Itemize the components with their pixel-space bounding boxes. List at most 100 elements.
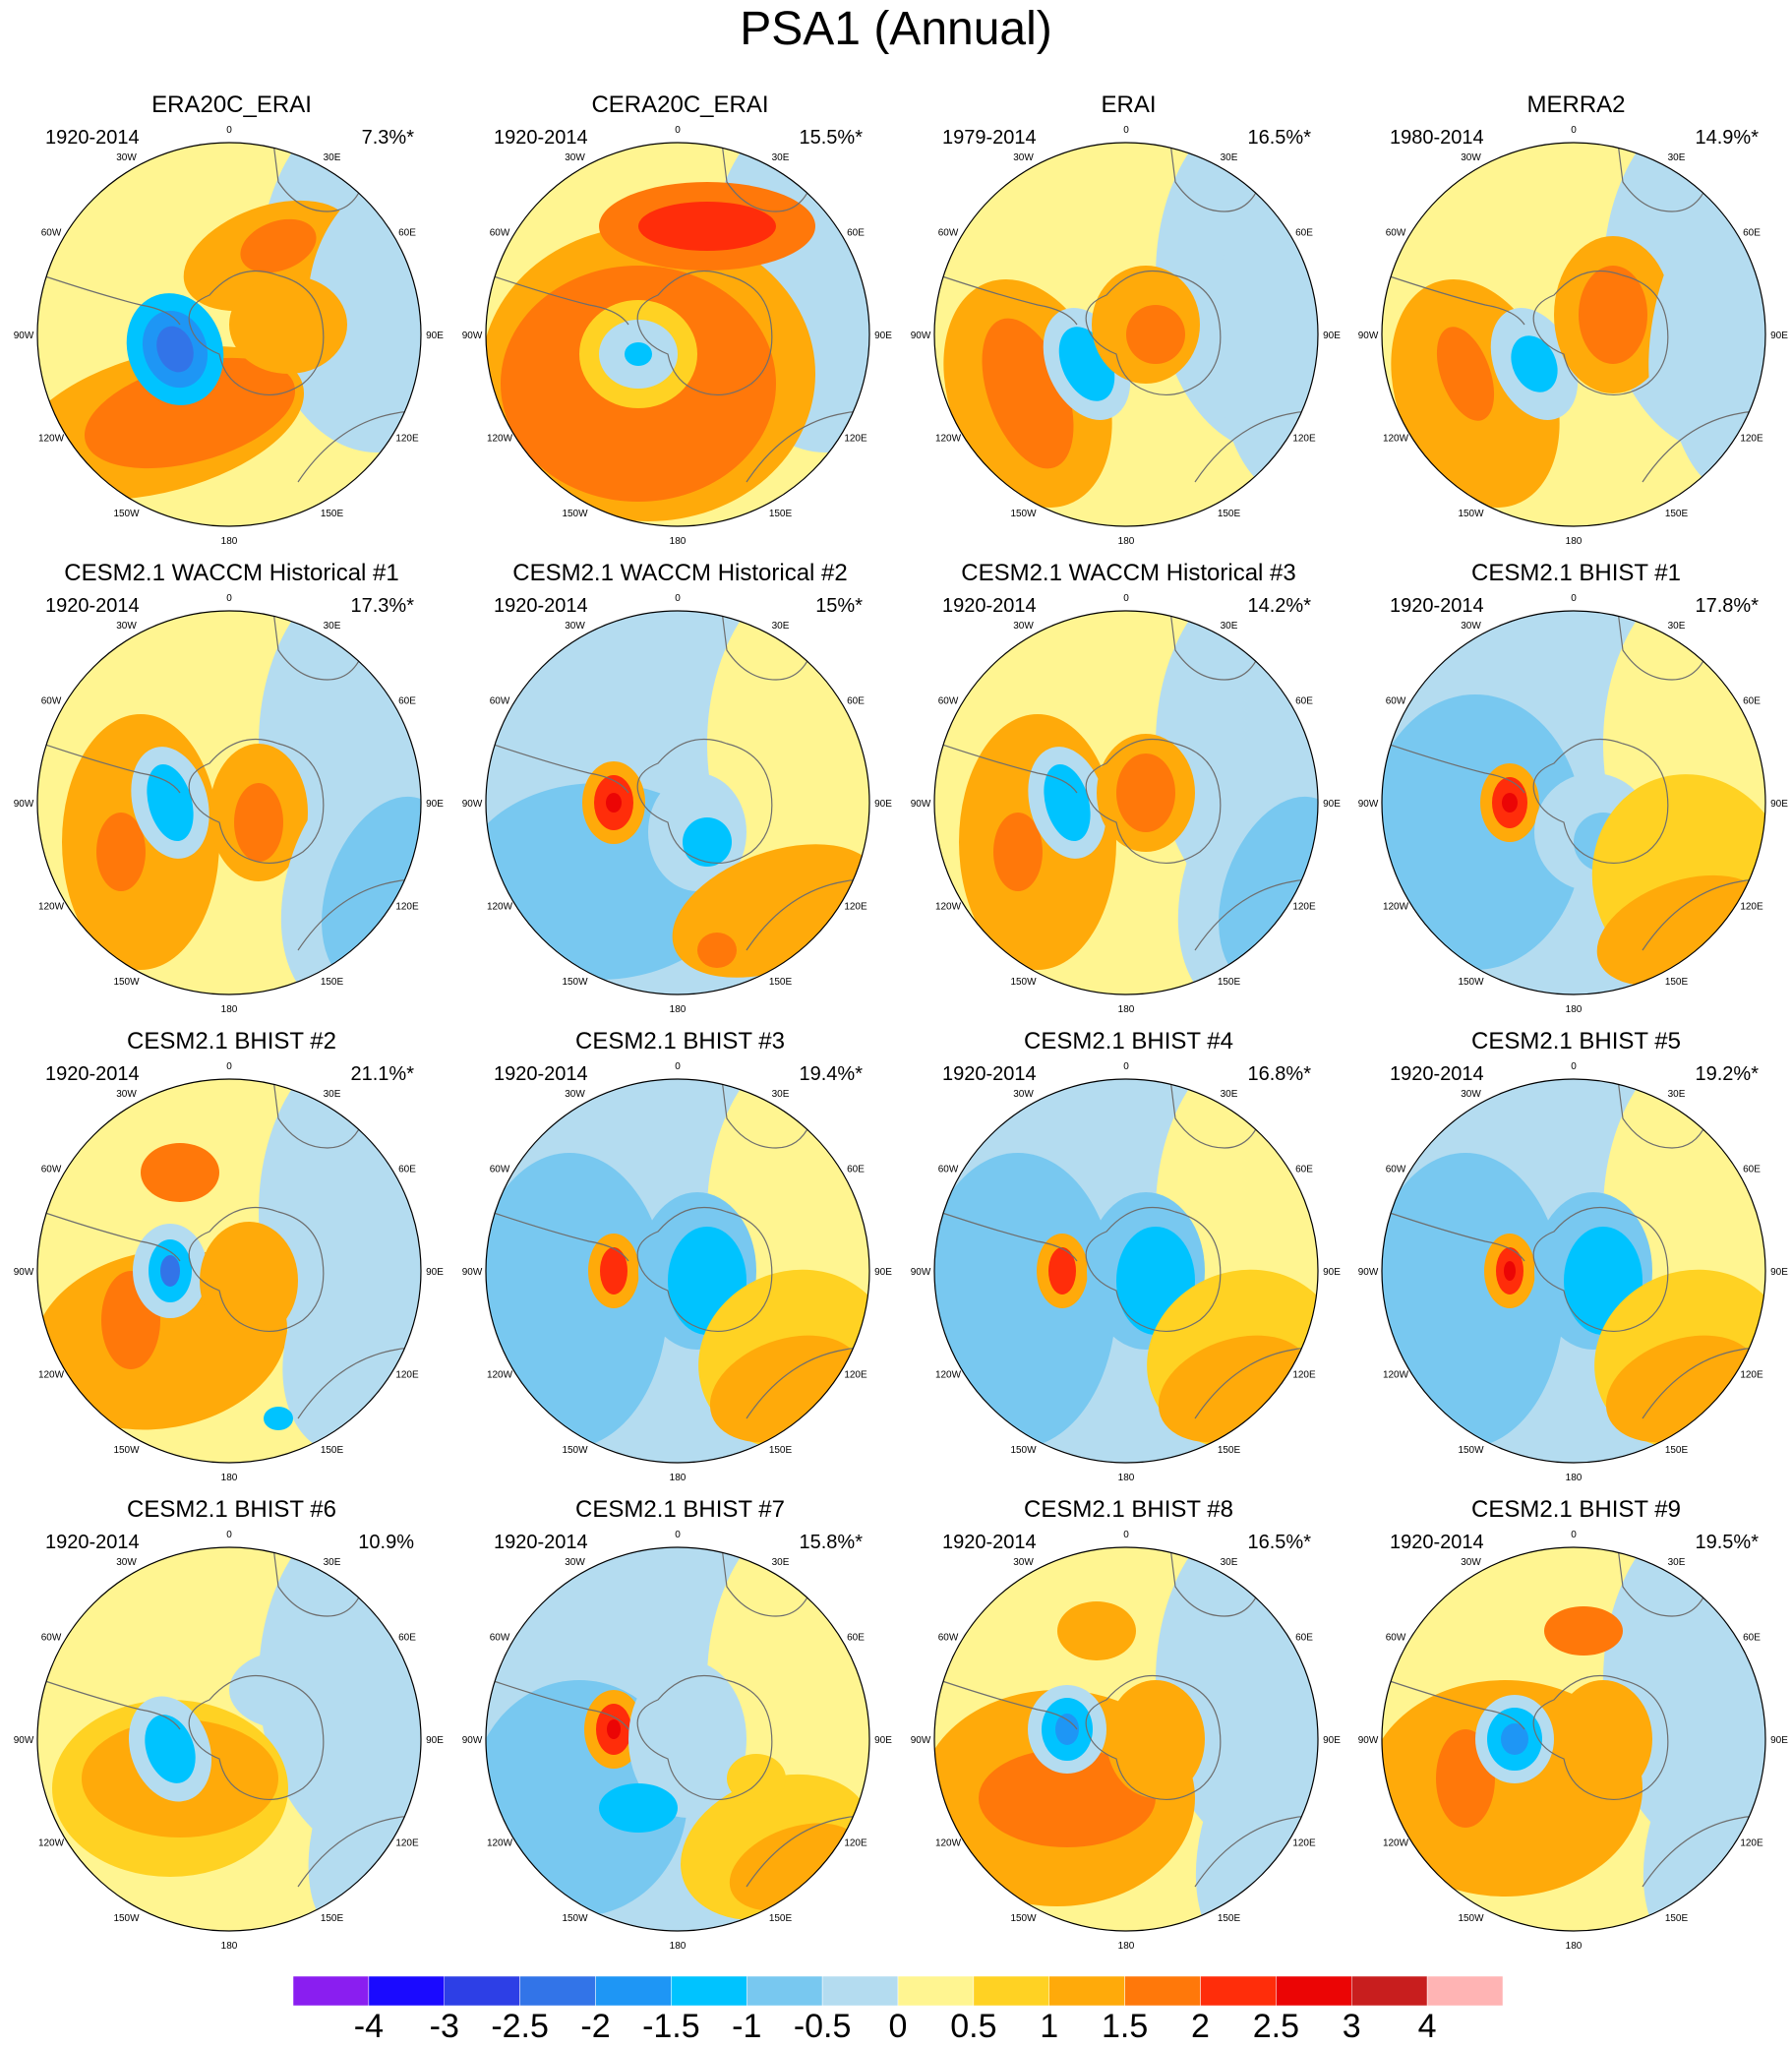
longitude-label: 90E (1323, 331, 1341, 341)
contour-blob (1504, 1261, 1516, 1281)
longitude-label: 90W (1358, 1735, 1379, 1746)
longitude-label: 60W (1386, 1165, 1406, 1175)
longitude-label: 30W (565, 152, 585, 163)
longitude-label: 90W (462, 1735, 483, 1746)
longitude-label: 0 (1123, 125, 1129, 136)
figure-title: PSA1 (Annual) (740, 3, 1052, 55)
colorbar-swatch (1276, 1976, 1352, 2006)
polar-map: 0 30E 60E 90E 120E 150E 180 150W 120W 90W 60W 30W (14, 593, 445, 1015)
longitude-label: 60W (938, 228, 959, 239)
polar-map: 0 30E 60E 90E 120E 150E 180 150W 120W 90W 60W 30W (1358, 1530, 1789, 1952)
longitude-label: 150W (562, 977, 588, 988)
colorbar-swatch (897, 1976, 975, 2006)
longitude-label: 120E (844, 902, 867, 913)
colorbar-swatch (1048, 1976, 1125, 2006)
colorbar-swatch (1351, 1976, 1428, 2006)
contour-field (486, 611, 869, 994)
longitude-label: 90E (1770, 1267, 1788, 1278)
longitude-label: 180 (1118, 536, 1135, 547)
longitude-label: 60E (847, 228, 865, 239)
panel-years: 1920-2014 (1390, 1532, 1484, 1553)
longitude-label: 0 (1123, 1061, 1129, 1072)
panel-title: CESM2.1 BHIST #4 (1024, 1028, 1233, 1054)
longitude-label: 90W (1358, 331, 1379, 341)
longitude-label: 30E (324, 621, 341, 632)
panel-title: CESM2.1 WACCM Historical #2 (512, 560, 848, 586)
longitude-label: 0 (226, 1061, 232, 1072)
south-america-coastline (938, 743, 1078, 794)
longitude-label: 150W (1010, 509, 1037, 519)
longitude-label: 60E (1295, 1633, 1313, 1644)
longitude-label: 180 (1118, 1004, 1135, 1015)
antarctica-coastline (1085, 270, 1222, 396)
longitude-label: 60E (398, 696, 416, 707)
longitude-label: 60W (490, 1165, 510, 1175)
longitude-label: 120W (935, 902, 962, 913)
panel-years: 1980-2014 (1390, 127, 1484, 149)
antarctica-coastline (1085, 1674, 1222, 1801)
colorbar-tick-label: -1 (732, 2008, 762, 2045)
map-panel: CESM2.1 BHIST #1 1920-2014 17.8%* 0 30E 60E 90… (1352, 559, 1792, 1021)
contour-field (934, 143, 1318, 526)
map-boundary (36, 142, 422, 527)
contour-field (934, 611, 1318, 994)
longitude-label: 180 (1566, 1941, 1583, 1952)
panel-title: MERRA2 (1526, 91, 1626, 118)
antarctica-coastline (636, 270, 773, 396)
longitude-label: 120E (1740, 1370, 1763, 1381)
contour-blob (1048, 1247, 1076, 1295)
map-boundary (485, 1546, 870, 1932)
contour-blob (160, 1255, 180, 1287)
longitude-label: 60E (398, 228, 416, 239)
longitude-label: 0 (675, 1061, 681, 1072)
south-america-coastline (938, 1211, 1078, 1262)
contour-blob (1534, 1138, 1593, 1187)
antarctica-coastline (1532, 270, 1669, 396)
longitude-label: 180 (1118, 1473, 1135, 1483)
longitude-label: 60E (398, 1633, 416, 1644)
longitude-label: 60W (41, 1165, 62, 1175)
longitude-label: 90W (462, 331, 483, 341)
contour-field (1382, 1079, 1765, 1463)
longitude-label: 60E (1743, 696, 1761, 707)
polar-map: 0 30E 60E 90E 120E 150E 180 150W 120W 90W 60W 30W (1358, 593, 1789, 1015)
polar-map: 0 30E 60E 90E 120E 150E 180 150W 120W 90W 60W 30W (462, 593, 893, 1015)
longitude-label: 120W (1383, 1370, 1409, 1381)
longitude-label: 120E (1740, 434, 1763, 445)
longitude-label: 120W (487, 1838, 513, 1849)
panel-years: 1920-2014 (494, 1532, 588, 1553)
longitude-label: 90W (462, 799, 483, 810)
longitude-label: 120W (1383, 902, 1409, 913)
panel-years: 1920-2014 (494, 1063, 588, 1085)
longitude-label: 60E (398, 1165, 416, 1175)
antarctica-coastline (636, 1206, 773, 1333)
contour-field (486, 1079, 869, 1463)
map-boundary (933, 1546, 1319, 1932)
longitude-label: 30W (116, 152, 137, 163)
longitude-label: 150E (321, 1913, 344, 1924)
longitude-label: 180 (670, 1941, 687, 1952)
contour-blob (308, 1695, 421, 1931)
longitude-label: 150E (1218, 1913, 1241, 1924)
polar-map: 0 30E 60E 90E 120E 150E 180 150W 120W 90W 60W 30W (911, 1061, 1342, 1483)
longitude-label: 60E (1295, 1165, 1313, 1175)
panel-title: CESM2.1 BHIST #1 (1471, 560, 1681, 586)
panel-title: CESM2.1 BHIST #7 (575, 1496, 785, 1523)
longitude-label: 90W (14, 1735, 34, 1746)
longitude-label: 180 (221, 1473, 238, 1483)
longitude-label: 60W (490, 1633, 510, 1644)
contour-blob (1215, 177, 1318, 492)
longitude-label: 180 (221, 536, 238, 547)
panel-variance: 19.2%* (1695, 1063, 1760, 1085)
longitude-label: 0 (226, 1530, 232, 1540)
longitude-label: 150W (113, 1445, 140, 1456)
longitude-label: 120E (1292, 1838, 1316, 1849)
longitude-label: 30W (116, 1089, 137, 1100)
colorbar-swatch (821, 1976, 899, 2006)
map-panel: CESM2.1 BHIST #5 1920-2014 19.2%* 0 30E 60E 90… (1352, 1027, 1792, 1489)
longitude-label: 120W (935, 1838, 962, 1849)
colorbar-tick-label: 1 (1040, 2008, 1059, 2045)
longitude-label: 150E (1218, 1445, 1241, 1456)
map-panel: CESM2.1 BHIST #6 1920-2014 10.9% 0 30E 60E 90E… (8, 1495, 455, 1958)
longitude-label: 90W (14, 331, 34, 341)
